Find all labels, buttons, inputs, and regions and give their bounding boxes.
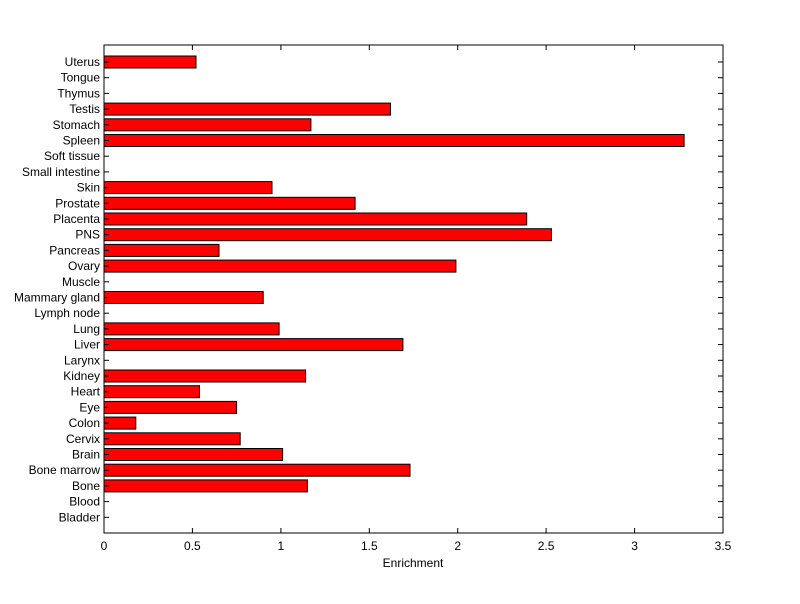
bar-cervix (103, 432, 241, 446)
bar-kidney (103, 369, 307, 383)
y-tick-label-bone: Bone (72, 479, 100, 493)
y-tick-label-testis: Testis (69, 102, 100, 116)
bar-stomach (103, 118, 312, 132)
y-tick-label-small-intestine: Small intestine (22, 165, 100, 179)
y-tick-label-stomach: Stomach (53, 118, 100, 132)
y-tick-label-thymus: Thymus (57, 86, 100, 100)
plot-frame (103, 44, 724, 534)
y-tick-label-kidney: Kidney (63, 369, 100, 383)
y-tick-label-pns: PNS (75, 228, 100, 242)
bar-pancreas (103, 243, 220, 257)
y-tick-label-bone-marrow: Bone marrow (29, 463, 101, 477)
y-tick-label-mammary-gland: Mammary gland (14, 291, 100, 305)
x-tick-label-5: 2.5 (538, 539, 555, 553)
y-tick-label-brain: Brain (72, 448, 100, 462)
bar-pns (103, 228, 552, 242)
x-tick-label-0: 0 (101, 539, 108, 553)
bar-mammary-gland (103, 291, 264, 304)
bar-eye (103, 400, 238, 414)
y-tick-label-eye: Eye (79, 400, 100, 414)
y-tick-label-placenta: Placenta (53, 212, 100, 226)
y-tick-label-colon: Colon (69, 416, 100, 430)
y-tick-label-heart: Heart (71, 385, 101, 399)
y-tick-label-muscle: Muscle (62, 275, 100, 289)
y-tick-label-spleen: Spleen (63, 134, 100, 148)
bar-uterus (103, 55, 197, 69)
x-tick-label-7: 3.5 (715, 539, 732, 553)
x-tick-label-6: 3 (631, 539, 638, 553)
y-tick-label-cervix: Cervix (66, 432, 100, 446)
y-tick-label-prostate: Prostate (55, 196, 100, 210)
bar-bone-marrow (103, 463, 411, 477)
bar-ovary (103, 259, 457, 273)
bar-skin (103, 181, 273, 195)
x-tick-label-2: 1 (278, 539, 285, 553)
y-tick-label-lymph-node: Lymph node (34, 306, 100, 320)
bar-placenta (103, 212, 528, 226)
y-tick-label-skin: Skin (77, 181, 100, 195)
x-tick-label-4: 2 (454, 539, 461, 553)
bar-spleen (103, 134, 685, 147)
y-tick-label-liver: Liver (74, 338, 100, 352)
y-tick-label-soft-tissue: Soft tissue (44, 149, 100, 163)
y-tick-label-lung: Lung (73, 322, 100, 336)
x-tick-label-1: 0.5 (184, 539, 201, 553)
bar-prostate (103, 196, 356, 210)
y-tick-label-blood: Blood (69, 495, 100, 509)
bar-brain (103, 448, 284, 461)
y-tick-label-pancreas: Pancreas (49, 243, 100, 257)
bar-heart (103, 385, 200, 399)
bar-lung (103, 322, 280, 336)
bar-liver (103, 338, 404, 352)
y-tick-label-bladder: Bladder (59, 510, 100, 524)
bar-bone (103, 479, 308, 493)
y-tick-label-tongue: Tongue (61, 71, 101, 85)
x-tick-label-3: 1.5 (361, 539, 378, 553)
bar-testis (103, 102, 391, 116)
y-tick-label-ovary: Ovary (68, 259, 100, 273)
y-tick-label-uterus: Uterus (65, 55, 100, 69)
y-tick-label-larynx: Larynx (64, 353, 100, 367)
x-axis-label: Enrichment (383, 556, 444, 570)
